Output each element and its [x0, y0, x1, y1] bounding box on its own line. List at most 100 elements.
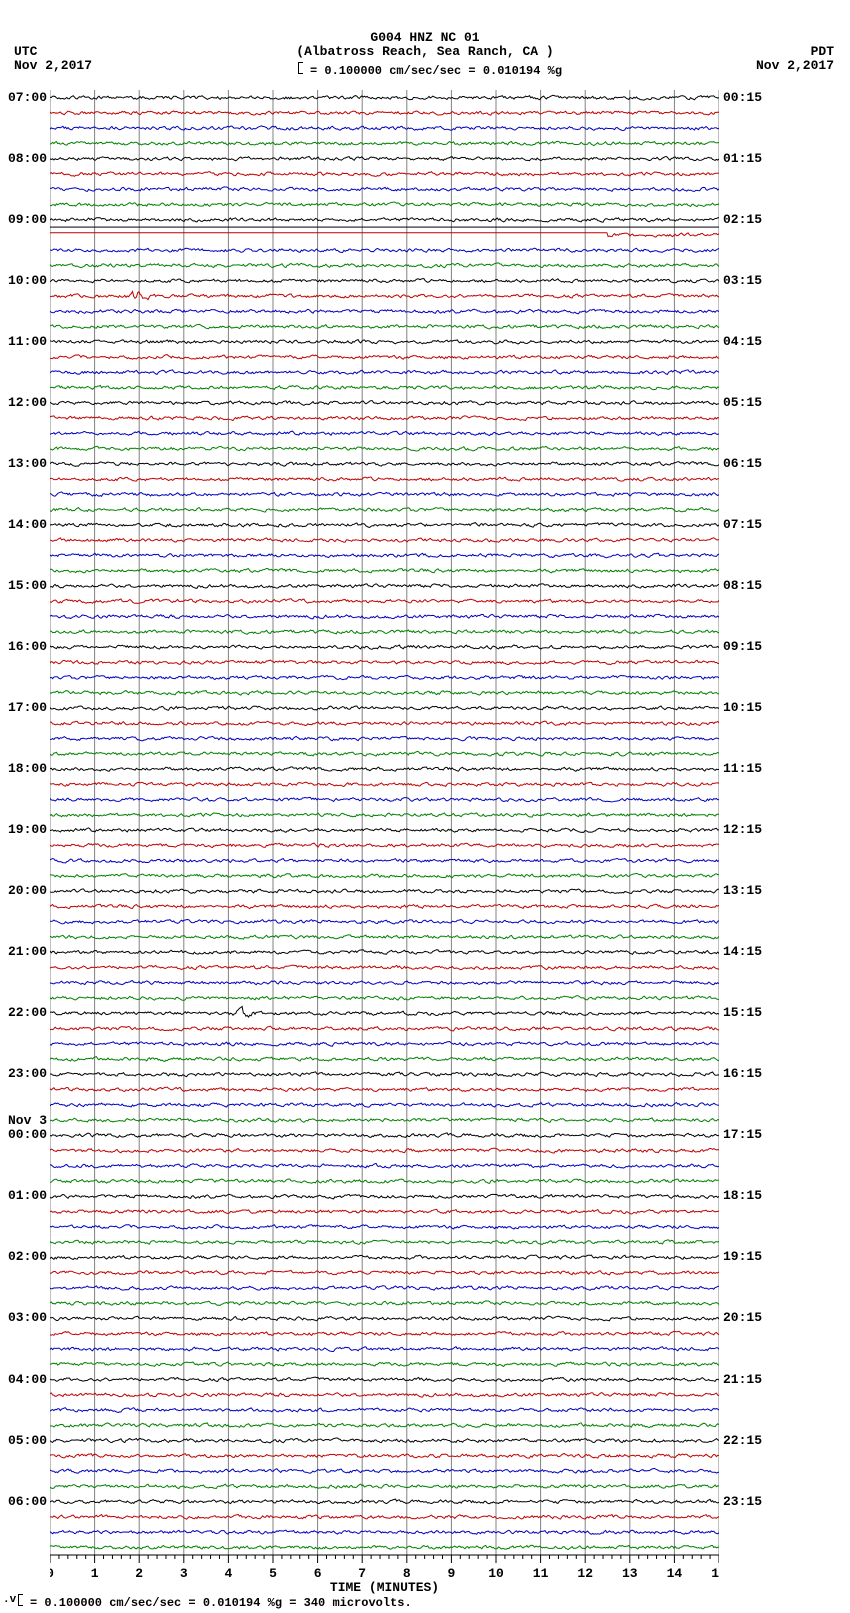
x-tick-label: 6 — [314, 1566, 322, 1581]
seismic-trace — [50, 1545, 719, 1549]
left-time-label: 01:00 — [8, 1188, 47, 1203]
seismic-trace — [50, 996, 719, 1001]
left-time-label: 19:00 — [8, 822, 47, 837]
seismic-trace — [50, 1148, 719, 1153]
seismic-trace — [50, 446, 719, 451]
seismic-trace — [50, 706, 719, 710]
seismic-trace — [50, 95, 719, 100]
seismic-trace — [50, 675, 719, 679]
left-time-label: 22:00 — [8, 1005, 47, 1020]
seismic-trace — [50, 950, 719, 955]
x-tick-label: 2 — [135, 1566, 143, 1581]
left-time-label: 09:00 — [8, 212, 47, 227]
right-time-label: 10:15 — [723, 700, 762, 715]
seismic-trace — [50, 828, 719, 833]
seismic-trace — [50, 630, 719, 635]
seismic-trace — [50, 1225, 719, 1229]
header-station: G004 HNZ NC 01 — [0, 30, 850, 45]
seismic-trace — [50, 233, 719, 238]
seismic-trace — [50, 920, 719, 925]
seismic-trace — [50, 981, 719, 985]
footer-scale-glyph-icon — [18, 1594, 23, 1606]
seismic-trace — [50, 858, 719, 863]
seismic-trace — [50, 340, 719, 344]
seismic-trace — [50, 309, 719, 314]
left-time-label: 05:00 — [8, 1433, 47, 1448]
left-time-label: 07:00 — [8, 90, 47, 105]
left-time-label: 04:00 — [8, 1372, 47, 1387]
seismic-trace — [50, 767, 719, 771]
scale-glyph-icon — [298, 62, 303, 74]
seismic-trace — [50, 202, 719, 207]
seismic-trace — [50, 1240, 719, 1244]
seismic-trace — [50, 1026, 719, 1031]
seismic-trace — [50, 292, 719, 300]
seismic-trace — [50, 1468, 719, 1473]
seismic-trace — [50, 1454, 719, 1459]
seismic-trace — [50, 1484, 719, 1488]
seismic-trace — [50, 904, 719, 908]
x-axis-label: TIME (MINUTES) — [330, 1580, 439, 1595]
right-time-label: 04:15 — [723, 334, 762, 349]
seismic-trace — [50, 1072, 719, 1077]
seismic-trace — [50, 111, 719, 115]
header-scale: = 0.100000 cm/sec/sec = 0.010194 %g — [310, 64, 562, 78]
seismic-trace — [50, 1499, 719, 1504]
seismic-trace — [50, 355, 719, 360]
x-tick-label: 14 — [667, 1566, 683, 1581]
x-tick-label: 4 — [224, 1566, 232, 1581]
seismic-trace — [50, 660, 719, 665]
left-time-label: 10:00 — [8, 273, 47, 288]
seismic-trace — [50, 553, 719, 558]
right-time-label: 00:15 — [723, 90, 762, 105]
seismic-trace — [50, 1377, 719, 1382]
right-time-label: 14:15 — [723, 944, 762, 959]
x-tick-label: 8 — [403, 1566, 411, 1581]
right-time-label: 11:15 — [723, 761, 762, 776]
right-time-label: 09:15 — [723, 639, 762, 654]
right-time-label: 01:15 — [723, 151, 762, 166]
x-tick-label: 9 — [447, 1566, 455, 1581]
seismic-trace — [50, 172, 719, 177]
right-time-label: 19:15 — [723, 1249, 762, 1264]
x-tick-label: 1 — [91, 1566, 99, 1581]
seismic-trace — [50, 401, 719, 406]
left-time-label: 23:00 — [8, 1066, 47, 1081]
left-date-extra: Nov 3 — [8, 1113, 47, 1128]
x-tick-label: 7 — [358, 1566, 366, 1581]
seismic-trace — [50, 523, 719, 528]
footer-mark: .v — [3, 1594, 16, 1606]
seismic-trace — [50, 1362, 719, 1366]
seismic-trace — [50, 1530, 719, 1534]
seismic-trace — [50, 1194, 719, 1199]
x-tick-label: 11 — [533, 1566, 549, 1581]
seismogram-plot: 0123456789101112131415TIME (MINUTES) — [50, 90, 719, 1605]
x-tick-label: 15 — [711, 1566, 719, 1581]
seismic-trace — [50, 645, 719, 649]
seismic-trace — [50, 584, 719, 589]
seismic-trace — [50, 1087, 719, 1091]
right-time-label: 05:15 — [723, 395, 762, 410]
seismic-trace — [50, 1423, 719, 1428]
seismic-trace — [50, 1057, 719, 1062]
seismic-trace — [50, 1118, 719, 1123]
seismic-trace — [50, 248, 719, 252]
seismic-trace — [50, 1006, 719, 1017]
seismic-trace — [50, 1331, 719, 1336]
right-time-label: 08:15 — [723, 578, 762, 593]
right-time-label: 02:15 — [723, 212, 762, 227]
seismic-trace — [50, 1515, 719, 1520]
left-time-label: 03:00 — [8, 1310, 47, 1325]
left-time-label: 15:00 — [8, 578, 47, 593]
left-time-label: 13:00 — [8, 456, 47, 471]
seismic-trace — [50, 492, 719, 496]
header-date-left: Nov 2,2017 — [14, 58, 92, 73]
left-time-label: 08:00 — [8, 151, 47, 166]
right-time-label: 07:15 — [723, 517, 762, 532]
x-tick-label: 13 — [622, 1566, 638, 1581]
seismic-trace — [50, 1133, 719, 1138]
seismic-trace — [50, 614, 719, 619]
seismic-trace — [50, 1255, 719, 1260]
right-time-label: 18:15 — [723, 1188, 762, 1203]
right-time-label: 12:15 — [723, 822, 762, 837]
